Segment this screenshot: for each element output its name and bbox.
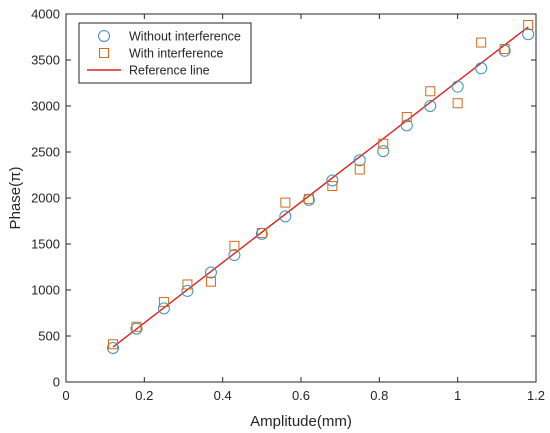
y-tick-label: 4000 xyxy=(31,7,60,22)
legend: Without interference With interference Ref… xyxy=(78,22,252,84)
y-tick-label: 2000 xyxy=(31,191,60,206)
data-point-without-interference xyxy=(181,284,194,297)
y-tick-label: 3500 xyxy=(31,53,60,68)
y-tick-label: 1500 xyxy=(31,237,60,252)
data-point-without-interference xyxy=(400,119,413,132)
data-point-with-interference xyxy=(499,43,510,54)
data-point-without-interference xyxy=(475,62,488,75)
x-tick-label: 0.2 xyxy=(135,388,153,403)
data-point-without-interference xyxy=(107,341,119,354)
x-tick-label: 0.8 xyxy=(370,388,388,403)
data-point-without-interference xyxy=(204,266,217,279)
data-point-with-interference xyxy=(354,164,365,175)
data-point-without-interference xyxy=(424,100,437,112)
data-point-with-interference xyxy=(182,279,193,290)
data-point-with-interference xyxy=(280,197,291,208)
x-tick-label: 0.4 xyxy=(214,388,232,403)
data-point-with-interference xyxy=(205,276,216,287)
legend-entry-label: With interference xyxy=(129,47,224,61)
y-tick-label: 2500 xyxy=(31,145,60,160)
x-tick-label: 0.6 xyxy=(292,388,310,403)
axis-ticks: 0 0.2 0.4 0.6 0.8 1 1.2 0 500 1000 1500 2000 2500 300… xyxy=(31,7,545,404)
data-point-with-interference xyxy=(303,193,314,204)
x-tick-label: 1.2 xyxy=(527,388,545,403)
legend-circle-marker xyxy=(98,30,110,42)
y-tick-label: 3000 xyxy=(31,99,60,114)
y-tick-label: 1000 xyxy=(31,283,60,298)
data-point-with-interference xyxy=(256,227,267,238)
data-point-without-interference xyxy=(522,28,535,41)
legend-entry-label: Reference line xyxy=(129,64,210,78)
data-point-without-interference xyxy=(353,154,366,167)
data-point-with-interference xyxy=(378,138,389,149)
data-point-with-interference xyxy=(131,321,142,332)
data-point-without-interference xyxy=(326,174,339,187)
legend-entry-label: Without interference xyxy=(129,30,241,44)
data-point-without-interference xyxy=(157,302,170,315)
data-point-with-interference xyxy=(476,37,487,48)
data-point-with-interference xyxy=(523,20,534,31)
series-layer xyxy=(107,20,535,354)
data-point-with-interference xyxy=(425,86,436,97)
data-point-without-interference xyxy=(279,210,292,223)
data-point-with-interference xyxy=(452,98,463,109)
legend-square-marker xyxy=(99,48,109,58)
data-point-without-interference xyxy=(451,80,464,93)
y-tick-label: 0 xyxy=(53,375,60,390)
x-tick-label: 1 xyxy=(454,388,461,403)
data-point-with-interference xyxy=(327,181,338,192)
x-axis-label: Amplitude(mm) xyxy=(250,413,352,430)
data-point-with-interference xyxy=(158,296,169,307)
data-point-without-interference xyxy=(498,44,511,57)
data-point-without-interference xyxy=(377,145,390,158)
data-point-with-interference xyxy=(401,112,412,123)
x-tick-label: 0 xyxy=(62,388,69,403)
data-point-without-interference xyxy=(130,322,143,335)
y-tick-label: 500 xyxy=(38,329,60,344)
data-point-with-interference xyxy=(229,240,240,251)
data-point-with-interference xyxy=(108,339,118,350)
legend-box xyxy=(78,22,252,84)
y-axis-label: Phase(π) xyxy=(7,167,24,230)
data-point-without-interference xyxy=(228,249,241,262)
